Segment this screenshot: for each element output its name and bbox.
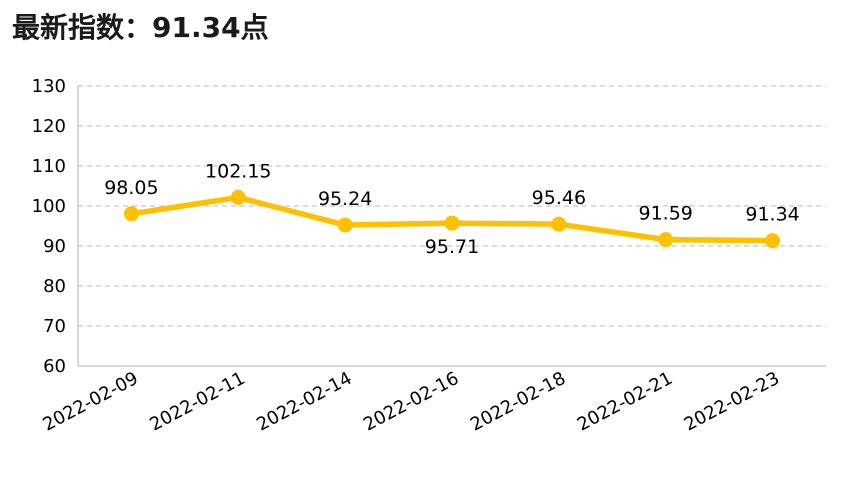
data-label-0: 98.05 xyxy=(104,177,158,199)
y-tick-label-80: 80 xyxy=(43,276,66,297)
y-tick-label-100: 100 xyxy=(32,196,66,217)
y-tick-labels: 60 70 80 90 100 110 120 130 xyxy=(32,76,66,377)
data-point-0 xyxy=(123,206,139,222)
y-tick-label-60: 60 xyxy=(43,356,66,377)
headline: 最新指数：91.34点 xyxy=(12,11,269,44)
data-label-3: 95.71 xyxy=(425,236,479,258)
data-points xyxy=(123,189,781,249)
data-point-4 xyxy=(551,216,567,232)
data-point-1 xyxy=(230,189,246,205)
x-tick-label-2022-02-11: 2022-02-11 xyxy=(146,368,248,436)
x-tick-label-2022-02-23: 2022-02-23 xyxy=(681,368,783,436)
data-labels: 98.05 102.15 95.24 95.71 95.46 91.59 91.34 xyxy=(104,160,800,258)
axes xyxy=(77,86,826,367)
data-point-2 xyxy=(337,217,353,233)
x-tick-labels: 2022-02-09 2022-02-11 2022-02-14 2022-02-16… xyxy=(40,368,783,436)
data-label-6: 91.34 xyxy=(745,204,799,226)
data-label-5: 91.59 xyxy=(639,203,693,225)
y-tick-label-110: 110 xyxy=(32,156,66,177)
data-label-2: 95.24 xyxy=(318,188,372,210)
x-tick-label-2022-02-09: 2022-02-09 xyxy=(40,368,142,436)
y-tick-label-120: 120 xyxy=(32,116,66,137)
x-tick-label-2022-02-16: 2022-02-16 xyxy=(360,368,462,436)
y-tick-label-70: 70 xyxy=(43,316,66,337)
data-point-3 xyxy=(444,215,460,231)
data-point-6 xyxy=(765,233,781,249)
y-tick-label-90: 90 xyxy=(43,236,66,257)
data-point-5 xyxy=(658,232,674,248)
y-tick-label-130: 130 xyxy=(32,76,66,97)
x-tick-label-2022-02-21: 2022-02-21 xyxy=(574,368,676,436)
x-tick-label-2022-02-18: 2022-02-18 xyxy=(467,368,569,436)
data-label-1: 102.15 xyxy=(205,160,271,182)
data-label-4: 95.46 xyxy=(532,187,586,209)
gridlines xyxy=(78,85,826,327)
x-tick-label-2022-02-14: 2022-02-14 xyxy=(253,368,355,436)
